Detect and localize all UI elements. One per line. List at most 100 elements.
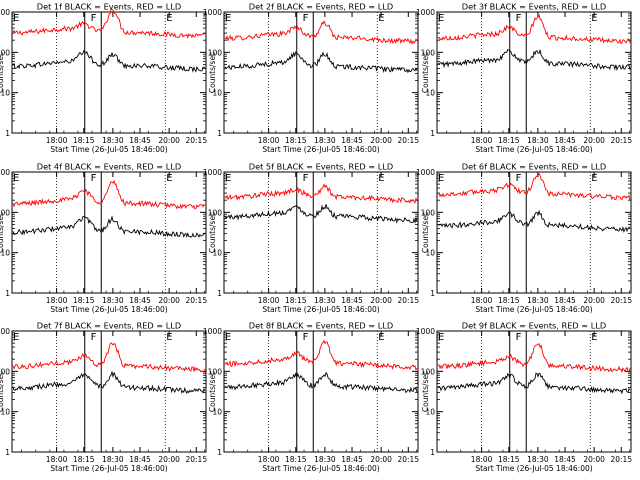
interval-marker: E (378, 332, 384, 343)
panel-title: Det 2f BLACK = Events, RED = LLD (249, 2, 393, 12)
events-series-line (12, 215, 206, 239)
x-tick-label: 18:30 (314, 455, 336, 464)
interval-marker: F (91, 173, 97, 184)
y-axis-label: Counts/sec (0, 212, 5, 253)
y-tick-label: 1 (217, 289, 222, 298)
y-tick-label: 100 (208, 367, 223, 376)
interval-marker: F (303, 13, 309, 24)
y-tick-label: 10 (0, 408, 10, 417)
interval-marker: E (378, 13, 384, 24)
x-tick-label: 18:45 (129, 296, 151, 305)
y-tick-label: 1000 (203, 327, 222, 336)
interval-marker: E (438, 332, 444, 343)
y-tick-label: 1 (217, 129, 222, 138)
x-tick-label: 18:30 (527, 136, 549, 145)
x-tick-label: 18:45 (341, 296, 363, 305)
panel-title: Det 7f BLACK = Events, RED = LLD (37, 321, 181, 331)
interval-marker: E (591, 173, 597, 184)
x-tick-label: 18:00 (471, 455, 493, 464)
interval-marker: E (166, 173, 172, 184)
panel-title: Det 1f BLACK = Events, RED = LLD (37, 2, 181, 12)
x-tick-label: 20:15 (397, 136, 419, 145)
x-tick-label: 18:30 (527, 455, 549, 464)
panel-title: Det 6f BLACK = Events, RED = LLD (462, 162, 606, 172)
panel-1: Det 1f BLACK = Events, RED = LLD 1 10 100 10… (0, 2, 207, 155)
lld-series-line (224, 183, 418, 204)
panel-title: Det 4f BLACK = Events, RED = LLD (37, 162, 181, 172)
x-tick-label: 18:15 (498, 136, 520, 145)
y-tick-label: 10 (0, 89, 10, 98)
panel-5: Det 5f BLACK = Events, RED = LLD 1 10 100 10… (203, 162, 419, 315)
x-tick-label: 18:30 (102, 136, 124, 145)
y-tick-label: 100 (421, 48, 436, 57)
interval-marker: F (91, 13, 97, 24)
interval-marker: F (516, 13, 522, 24)
events-series-line (437, 49, 631, 72)
plot-frame (436, 171, 632, 294)
events-series-line (437, 372, 631, 395)
interval-marker: F (303, 332, 309, 343)
x-axis-label: Start Time (26-Jul-05 18:46:00) (475, 464, 592, 473)
y-tick-label: 100 (208, 48, 223, 57)
x-tick-label: 20:15 (610, 136, 632, 145)
panel-title: Det 5f BLACK = Events, RED = LLD (249, 162, 393, 172)
interval-marker: E (225, 173, 231, 184)
y-axis-label: Counts/sec (421, 212, 430, 253)
x-tick-label: 18:00 (258, 296, 280, 305)
x-tick-label: 18:00 (46, 136, 68, 145)
panel-2: Det 2f BLACK = Events, RED = LLD 1 10 100 10… (203, 2, 419, 155)
y-tick-label: 1000 (416, 168, 435, 177)
y-tick-label: 1 (5, 129, 10, 138)
y-tick-label: 1000 (416, 327, 435, 336)
x-tick-label: 20:00 (370, 296, 392, 305)
y-tick-label: 1 (430, 289, 435, 298)
x-tick-label: 20:15 (185, 136, 207, 145)
panel-9: Det 9f BLACK = Events, RED = LLD 1 10 100 10… (416, 321, 632, 474)
lld-series-line (224, 19, 418, 46)
lld-series-line (224, 339, 418, 371)
x-tick-label: 18:30 (102, 455, 124, 464)
x-tick-label: 20:00 (583, 296, 605, 305)
x-tick-label: 18:15 (285, 296, 307, 305)
events-series-line (12, 370, 206, 395)
events-series-line (437, 209, 631, 233)
x-axis-label: Start Time (26-Jul-05 18:46:00) (262, 305, 379, 314)
x-tick-label: 18:15 (285, 455, 307, 464)
x-tick-label: 20:00 (370, 136, 392, 145)
panel-3: Det 3f BLACK = Events, RED = LLD 1 10 100 10… (416, 2, 632, 155)
y-axis-label: Counts/sec (208, 371, 217, 412)
interval-marker: F (516, 332, 522, 343)
x-tick-label: 20:00 (583, 136, 605, 145)
y-tick-label: 1000 (0, 327, 10, 336)
lld-series-line (12, 8, 205, 39)
x-axis-label: Start Time (26-Jul-05 18:46:00) (262, 145, 379, 154)
events-series-line (224, 51, 418, 74)
x-tick-label: 20:15 (610, 455, 632, 464)
x-tick-label: 20:00 (158, 455, 180, 464)
y-tick-label: 100 (0, 367, 10, 376)
lld-series-line (12, 179, 206, 210)
y-tick-label: 1000 (203, 168, 222, 177)
x-tick-label: 18:45 (554, 296, 576, 305)
plot-frame (436, 11, 632, 134)
y-axis-label: Counts/sec (208, 52, 217, 93)
x-tick-label: 18:15 (498, 455, 520, 464)
interval-marker: F (516, 173, 522, 184)
x-tick-label: 20:15 (397, 455, 419, 464)
y-tick-label: 10 (425, 89, 435, 98)
y-axis-label: Counts/sec (0, 371, 5, 412)
y-axis-label: Counts/sec (208, 212, 217, 253)
y-tick-label: 1000 (416, 8, 435, 17)
interval-marker: E (225, 332, 231, 343)
x-tick-label: 18:45 (554, 455, 576, 464)
x-tick-label: 18:00 (258, 455, 280, 464)
x-tick-label: 18:00 (46, 455, 68, 464)
x-tick-label: 18:30 (314, 136, 336, 145)
x-tick-label: 18:00 (46, 296, 68, 305)
y-tick-label: 10 (212, 89, 222, 98)
y-tick-label: 1 (430, 448, 435, 457)
y-tick-label: 100 (421, 208, 436, 217)
x-tick-label: 20:15 (397, 296, 419, 305)
y-tick-label: 100 (0, 208, 10, 217)
y-tick-label: 10 (212, 249, 222, 258)
